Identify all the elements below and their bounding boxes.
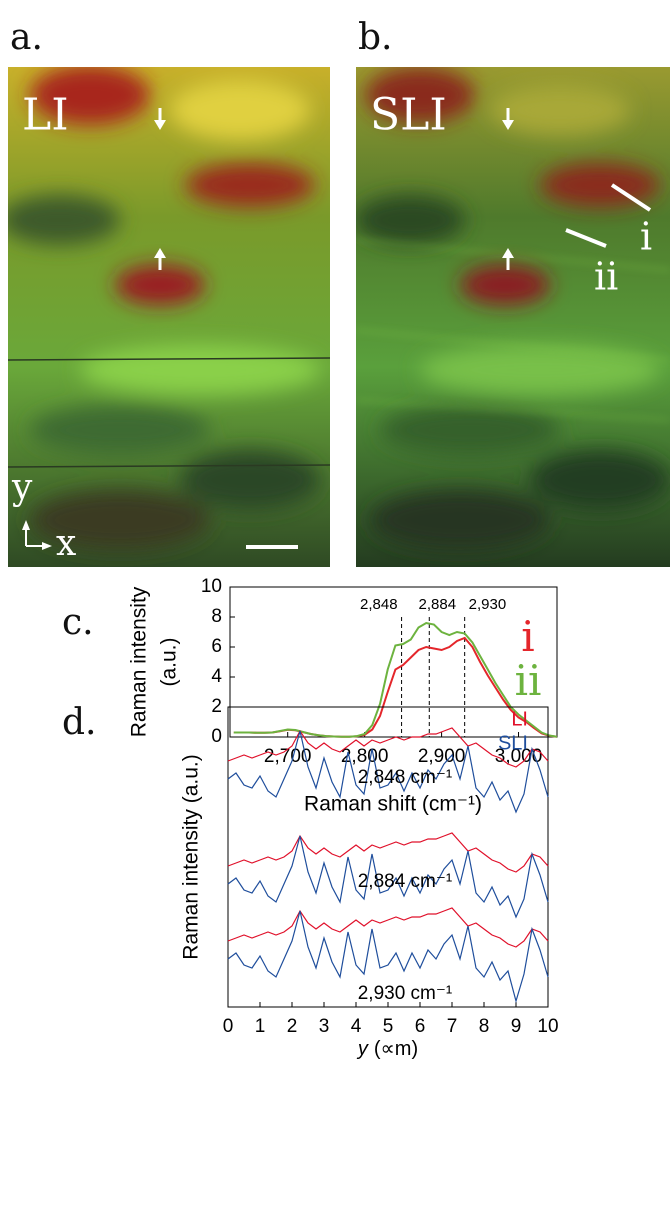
- image-label: LI: [22, 90, 69, 141]
- image-a: [8, 67, 330, 567]
- marker-label: 2,884: [419, 596, 457, 613]
- x-axis-unit: (∝m): [374, 1038, 418, 1060]
- marker-label: 2,848: [360, 596, 398, 613]
- legend-label: i: [521, 612, 534, 661]
- legend-label: LI: [511, 708, 528, 730]
- x-tick-label: 9: [511, 1016, 522, 1037]
- y-tick-label: 6: [211, 636, 222, 657]
- x-axis-label: y (∝m): [356, 1038, 418, 1060]
- y-tick-label: 4: [211, 666, 222, 687]
- trace-label: 2,884 cm⁻¹: [358, 871, 453, 892]
- line-series: [233, 621, 558, 738]
- image-b: [356, 67, 670, 567]
- x-tick-label: 5: [383, 1016, 394, 1037]
- axis-indicator: y: [11, 467, 33, 508]
- y-tick-label: 0: [211, 726, 222, 747]
- roi-label: ii: [594, 255, 618, 299]
- x-tick-label: 8: [479, 1016, 490, 1037]
- y-axis-label: Raman intensity (a.u.): [180, 754, 203, 959]
- x-tick-label: 2,900: [418, 746, 466, 767]
- line-series: [227, 835, 549, 919]
- legend-label: ii: [515, 656, 542, 705]
- y-axis-label: (a.u.): [158, 637, 181, 686]
- panel-label: d.: [62, 702, 97, 743]
- panel-label: c.: [62, 602, 94, 643]
- x-tick-label: 7: [447, 1016, 458, 1037]
- axis-indicator: x: [56, 523, 76, 564]
- line-series: [227, 910, 549, 1004]
- line-series: [233, 636, 558, 738]
- x-tick-label: 1: [255, 1016, 266, 1037]
- image-label: SLI: [370, 90, 447, 141]
- x-axis-variable: y: [356, 1038, 369, 1060]
- y-tick-label: 10: [201, 576, 222, 597]
- x-tick-label: 3: [319, 1016, 330, 1037]
- line-series: [227, 727, 549, 768]
- x-tick-label: 2: [287, 1016, 298, 1037]
- x-tick-label: 2,800: [341, 746, 389, 767]
- y-tick-label: 8: [211, 606, 222, 627]
- plot-frame: [229, 586, 558, 738]
- line-series: [227, 730, 549, 814]
- image-overlays: [22, 108, 652, 550]
- roi-label: i: [640, 215, 652, 259]
- panel-label: b.: [358, 17, 393, 58]
- y-tick-label: 2: [211, 696, 222, 717]
- x-tick-label: 10: [537, 1016, 558, 1037]
- x-axis-label: Raman shift (cm⁻¹): [304, 793, 482, 816]
- line-series: [227, 907, 549, 948]
- y-axis-label: Raman intensity: [128, 586, 151, 737]
- x-tick-label: 2,700: [264, 746, 312, 767]
- panel-label: a.: [10, 17, 43, 58]
- trace-label: 2,848 cm⁻¹: [358, 767, 453, 788]
- line-series: [227, 832, 549, 873]
- trace-label: 2,930 cm⁻¹: [358, 983, 453, 1004]
- x-tick-label: 4: [351, 1016, 362, 1037]
- x-tick-label: 6: [415, 1016, 426, 1037]
- legend-label: SLI: [498, 732, 528, 754]
- marker-label: 2,930: [469, 596, 507, 613]
- x-tick-label: 0: [223, 1016, 234, 1037]
